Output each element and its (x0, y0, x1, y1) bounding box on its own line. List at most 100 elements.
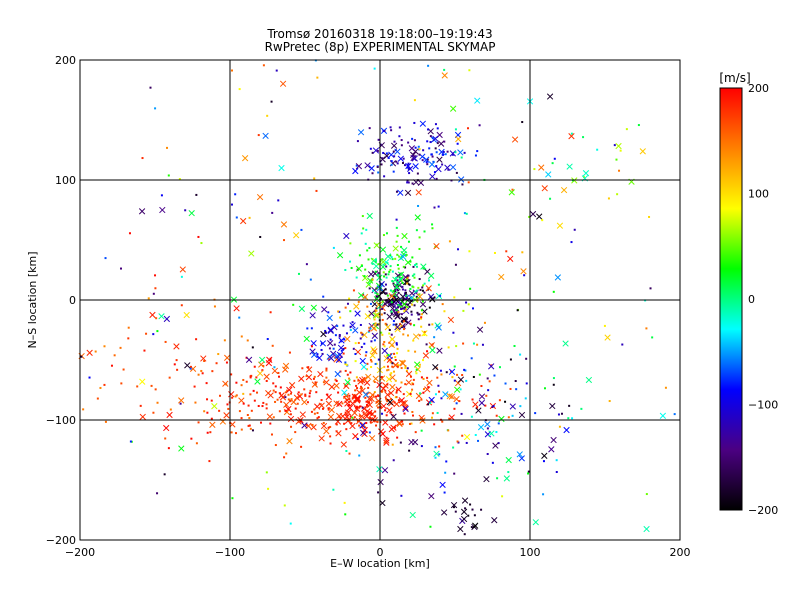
dot-marker (327, 357, 330, 360)
dot-marker (238, 88, 241, 91)
cross-marker (327, 413, 335, 421)
dot-marker (438, 390, 441, 393)
dot-marker (396, 352, 399, 355)
dot-marker (649, 287, 652, 290)
dot-marker (234, 193, 237, 196)
cross-marker (408, 438, 415, 446)
dot-marker (394, 276, 397, 279)
cross-marker (548, 446, 555, 453)
dot-marker (350, 266, 353, 269)
cross-marker (397, 189, 404, 196)
dot-marker (376, 149, 379, 152)
cross-marker (435, 324, 442, 331)
dot-marker (428, 279, 431, 282)
dot-marker (435, 165, 438, 168)
dot-marker (120, 382, 123, 385)
dot-marker (231, 396, 234, 399)
dot-marker (265, 407, 268, 410)
dot-marker (381, 412, 384, 415)
dot-marker (396, 312, 399, 315)
dot-marker (497, 422, 500, 425)
dot-marker (350, 422, 353, 425)
dot-marker (400, 324, 403, 327)
dot-marker (99, 386, 102, 389)
dot-marker (373, 324, 376, 327)
dot-marker (471, 307, 474, 310)
dot-marker (128, 232, 131, 235)
dot-marker (475, 406, 478, 409)
dot-marker (290, 425, 293, 428)
cross-marker (263, 373, 270, 380)
chart-title: Tromsø 20160318 19:18:00–19:19:43 (266, 27, 492, 41)
cross-marker (355, 265, 363, 272)
cross-marker (643, 525, 650, 533)
dot-marker (206, 398, 209, 401)
cross-marker (353, 303, 360, 310)
dot-marker (380, 291, 383, 294)
cross-marker (369, 352, 376, 359)
dot-marker (369, 147, 372, 150)
cross-marker (238, 397, 245, 404)
dot-marker (404, 289, 407, 292)
dot-marker (104, 257, 107, 260)
dot-marker (356, 406, 359, 409)
dot-marker (321, 352, 324, 355)
dot-marker (491, 461, 494, 464)
cross-marker (256, 193, 264, 201)
dot-marker (400, 367, 403, 370)
dot-marker (103, 345, 106, 348)
dot-marker (456, 373, 459, 376)
dot-marker (235, 216, 238, 219)
dot-marker (422, 377, 425, 380)
cross-marker (541, 185, 548, 192)
dot-marker (377, 273, 380, 276)
dot-marker (405, 369, 408, 372)
dot-marker (463, 212, 466, 215)
dot-marker (404, 383, 407, 386)
dot-marker (313, 177, 316, 180)
cross-marker (241, 155, 249, 162)
dot-marker (451, 153, 454, 156)
dot-marker (461, 183, 464, 186)
dot-marker (390, 333, 393, 336)
dot-marker (368, 329, 371, 332)
cross-marker (435, 292, 443, 300)
cross-marker (282, 366, 289, 373)
dot-marker (230, 431, 233, 434)
cross-marker (419, 120, 427, 127)
dot-marker (274, 391, 277, 394)
dot-marker (277, 199, 280, 202)
dot-marker (344, 411, 347, 414)
dot-marker (467, 127, 470, 130)
cross-marker (327, 326, 334, 333)
cross-marker (460, 508, 468, 515)
cross-marker (359, 422, 366, 429)
cross-marker (343, 392, 350, 400)
cross-marker (354, 310, 361, 317)
dot-marker (417, 313, 420, 316)
dot-marker (406, 276, 409, 279)
cross-marker (460, 515, 468, 523)
cross-marker (166, 411, 173, 419)
dot-marker (391, 362, 394, 365)
dot-marker (568, 404, 571, 407)
cross-marker (394, 148, 401, 155)
dot-marker (122, 368, 125, 371)
dot-marker (373, 339, 376, 342)
cross-marker (311, 381, 318, 388)
dot-marker (344, 347, 347, 350)
dot-marker (385, 398, 388, 401)
dot-marker (555, 471, 558, 474)
cross-marker (563, 426, 570, 434)
dot-marker (248, 417, 251, 420)
dot-marker (504, 400, 507, 403)
dot-marker (455, 171, 458, 174)
cross-marker (413, 361, 421, 368)
dot-marker (552, 377, 555, 380)
cross-marker (412, 333, 420, 340)
cross-marker (472, 401, 479, 408)
cross-marker (188, 209, 195, 217)
dot-marker (549, 197, 552, 200)
